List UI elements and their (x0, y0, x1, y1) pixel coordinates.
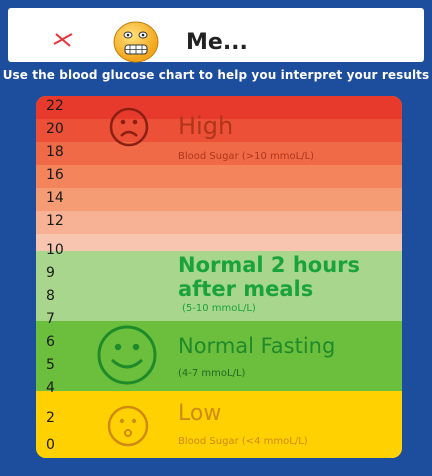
band-high-4 (36, 165, 402, 188)
tick-label: 8 (46, 288, 55, 304)
tick-label: 12 (46, 213, 64, 229)
tick-label: 10 (46, 242, 64, 258)
tick-label: 9 (46, 265, 55, 281)
sad-face-icon (109, 107, 149, 147)
tick-label: 16 (46, 167, 64, 183)
band-high-1 (36, 96, 402, 119)
zone-title-high: High (178, 112, 234, 140)
worried-face-icon (107, 405, 149, 447)
band-high-7 (36, 234, 402, 251)
band-high-3 (36, 142, 402, 165)
happy-face-icon (97, 325, 157, 385)
tick-label: 14 (46, 190, 64, 206)
tick-label: 0 (46, 437, 55, 453)
tick-label: 20 (46, 121, 64, 137)
tick-label: 18 (46, 144, 64, 160)
zone-title-low: Low (178, 401, 222, 426)
band-high-5 (36, 188, 402, 211)
band-fasting (36, 321, 402, 391)
zone-title-fasting: Normal Fasting (178, 334, 336, 358)
page-title: Me... (186, 30, 248, 55)
tick-label: 22 (46, 98, 64, 114)
zone-subtitle-fasting: (4-7 mmoL/L) (178, 368, 246, 379)
band-high-6 (36, 211, 402, 234)
glucose-chart: 22 20 18 16 14 12 10 9 8 7 6 5 4 2 0 Hig… (36, 96, 402, 458)
instructions-text: Use the blood glucose chart to help you … (2, 68, 430, 82)
tick-label: 2 (46, 410, 55, 426)
zone-title-post-meal-line1: Normal 2 hours (178, 253, 361, 277)
grimace-face-icon (113, 21, 159, 63)
zone-subtitle-low: Blood Sugar (<4 mmoL/L) (178, 436, 308, 447)
zone-subtitle-high: Blood Sugar (>10 mmoL/L) (178, 151, 315, 162)
zone-title-post-meal-line2: after meals (178, 277, 314, 301)
header-bar: Me... (8, 8, 424, 63)
tick-label: 4 (46, 380, 55, 396)
tick-label: 7 (46, 311, 55, 327)
band-high-2 (36, 119, 402, 142)
close-icon[interactable] (52, 30, 74, 48)
band-post-meal (36, 251, 402, 321)
tick-label: 6 (46, 334, 55, 350)
band-low (36, 391, 402, 458)
tick-label: 5 (46, 357, 55, 373)
zone-subtitle-post-meal: (5-10 mmoL/L) (182, 303, 256, 314)
